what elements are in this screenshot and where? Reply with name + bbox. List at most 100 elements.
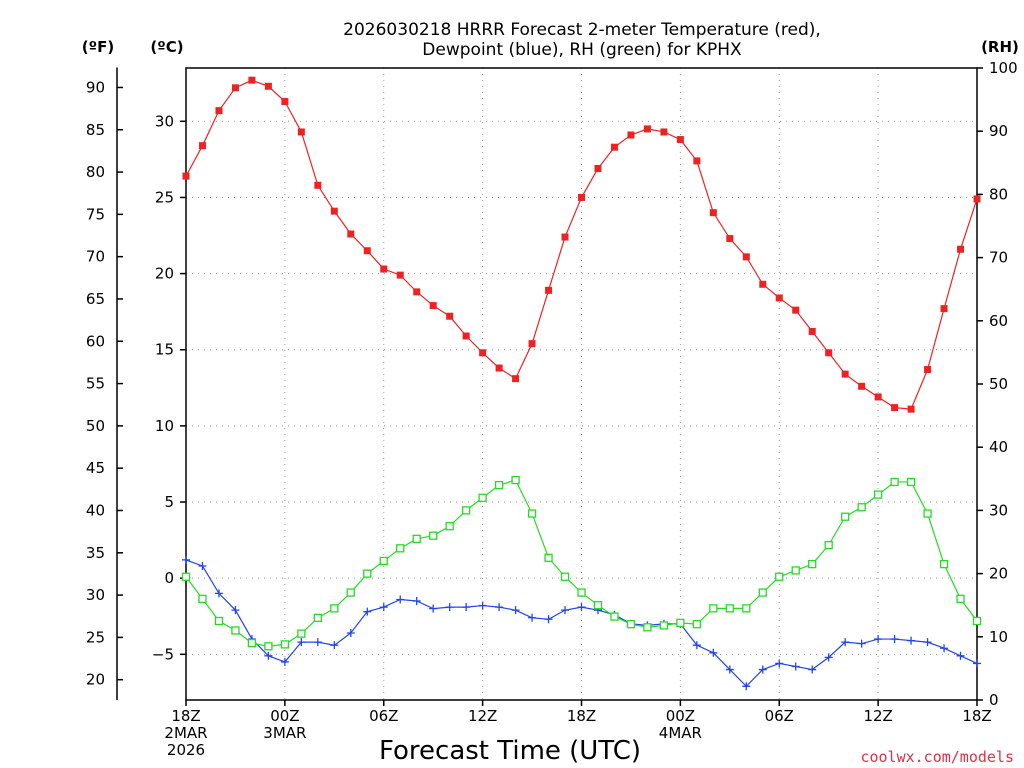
2-meter-temperature-point-46 [940, 305, 948, 313]
2-meter-temperature-point-47 [957, 245, 965, 253]
celsius-tick-label-10: 10 [155, 417, 174, 435]
dewpoint-point-17 [462, 603, 471, 612]
rh-point-7 [297, 629, 306, 638]
rh-point-32 [709, 604, 718, 613]
2-meter-temperature-point-2 [215, 107, 223, 115]
2-meter-temperature-point-40 [841, 370, 849, 378]
2-meter-temperature-point-23 [561, 233, 569, 241]
dewpoint-point-12 [379, 603, 388, 612]
dewpoint-point-43 [890, 635, 899, 644]
dewpoint-point-1 [198, 561, 207, 570]
2-meter-temperature-point-5 [264, 82, 272, 90]
dewpoint-point-42 [874, 635, 883, 644]
rh-point-3 [231, 626, 240, 635]
celsius-tick-label-15: 15 [155, 341, 174, 359]
rh-point-35 [758, 588, 767, 597]
2-meter-temperature-point-4 [248, 76, 256, 84]
rh-point-2 [214, 616, 224, 626]
dewpoint-point-13 [396, 595, 405, 604]
dewpoint-point-39 [824, 653, 833, 662]
dewpoint-point-9 [330, 641, 339, 650]
rh-point-29 [659, 621, 669, 630]
rh-tick-label-90: 90 [989, 122, 1008, 140]
2-meter-temperature-point-17 [462, 332, 470, 340]
fahrenheit-tick-label-20: 20 [86, 671, 105, 689]
rh-point-38 [808, 559, 817, 569]
2-meter-temperature-point-29 [660, 128, 668, 136]
x-tick-label-0-2: 2026 [167, 741, 205, 759]
x-tick-label-5-1: 4MAR [659, 724, 702, 742]
rh-point-0 [181, 572, 191, 581]
celsius-unit-label: (ºC) [150, 38, 183, 56]
rh-point-42 [873, 490, 883, 499]
2-meter-temperature-point-38 [808, 327, 816, 335]
rh-point-18 [478, 493, 487, 502]
fahrenheit-tick-label-40: 40 [86, 501, 105, 519]
rh-point-39 [824, 541, 833, 550]
rh-point-25 [593, 601, 603, 610]
2-meter-temperature-point-39 [825, 349, 833, 357]
2-meter-temperature-point-31 [693, 157, 701, 165]
dewpoint-point-8 [313, 638, 322, 647]
x-tick-label-5-0: 00Z [666, 707, 695, 725]
rh-point-43 [890, 477, 899, 487]
dewpoint-point-21 [528, 613, 537, 622]
rh-tick-label-0: 0 [989, 691, 999, 709]
2-meter-temperature-point-3 [231, 84, 239, 92]
dewpoint-point-15 [429, 604, 438, 613]
dewpoint-point-19 [495, 603, 504, 612]
2-meter-temperature-point-36 [775, 294, 783, 302]
2-meter-temperature-point-13 [396, 271, 404, 279]
rh-point-34 [742, 604, 751, 613]
dewpoint-point-11 [363, 607, 372, 616]
rh-tick-label-30: 30 [989, 501, 1008, 519]
rh-point-15 [429, 531, 438, 540]
x-tick-label-6-0: 06Z [765, 707, 794, 725]
2-meter-temperature-point-9 [330, 207, 338, 215]
2-meter-temperature-point-33 [726, 235, 734, 243]
2-meter-temperature-point-0 [182, 172, 190, 180]
2-meter-temperature-point-26 [610, 143, 618, 151]
dewpoint-point-32 [709, 648, 718, 657]
2-meter-temperature-point-48 [973, 195, 981, 203]
dewpoint-point-5 [264, 651, 273, 660]
rh-point-40 [841, 512, 850, 521]
data-series [181, 76, 982, 691]
x-tick-label-0-1: 2MAR [164, 724, 207, 742]
2-meter-temperature-point-44 [907, 405, 915, 413]
dewpoint-point-16 [445, 603, 454, 612]
2-meter-temperature-point-35 [759, 280, 767, 288]
rh-point-28 [643, 623, 652, 632]
rh-point-24 [577, 588, 586, 597]
2-meter-temperature-point-34 [742, 253, 750, 261]
dewpoint-point-36 [775, 659, 784, 668]
fahrenheit-tick-label-25: 25 [86, 628, 105, 646]
rh-point-33 [725, 604, 734, 613]
2-meter-temperature-point-1 [198, 142, 206, 150]
2-meter-temperature-point-14 [413, 288, 421, 296]
x-tick-label-3-0: 12Z [468, 707, 497, 725]
chart-title-line-1: 2026030218 HRRR Forecast 2-meter Tempera… [343, 20, 821, 40]
dewpoint-point-40 [841, 638, 850, 647]
fahrenheit-tick-label-85: 85 [86, 121, 105, 139]
rh-tick-label-80: 80 [989, 185, 1008, 203]
rh-point-17 [461, 506, 471, 515]
x-tick-label-1-0: 00Z [270, 707, 299, 725]
rh-point-44 [906, 477, 916, 487]
dewpoint-point-41 [857, 639, 866, 648]
fahrenheit-tick-label-65: 65 [86, 290, 105, 308]
2-meter-temperature-point-12 [380, 265, 388, 273]
chart-title-line-2: Dewpoint (blue), RH (green) for KPHX [422, 40, 742, 60]
rh-tick-label-20: 20 [989, 565, 1008, 583]
rh-point-5 [264, 642, 273, 651]
fahrenheit-tick-label-60: 60 [86, 332, 105, 350]
fahrenheit-tick-label-55: 55 [86, 375, 105, 393]
fahrenheit-tick-label-75: 75 [86, 205, 105, 223]
rh-tick-label-100: 100 [989, 59, 1018, 77]
dewpoint-point-2 [214, 589, 223, 598]
rh-point-12 [379, 556, 388, 566]
2-meter-temperature-point-42 [874, 393, 882, 401]
rh-point-9 [330, 604, 339, 613]
